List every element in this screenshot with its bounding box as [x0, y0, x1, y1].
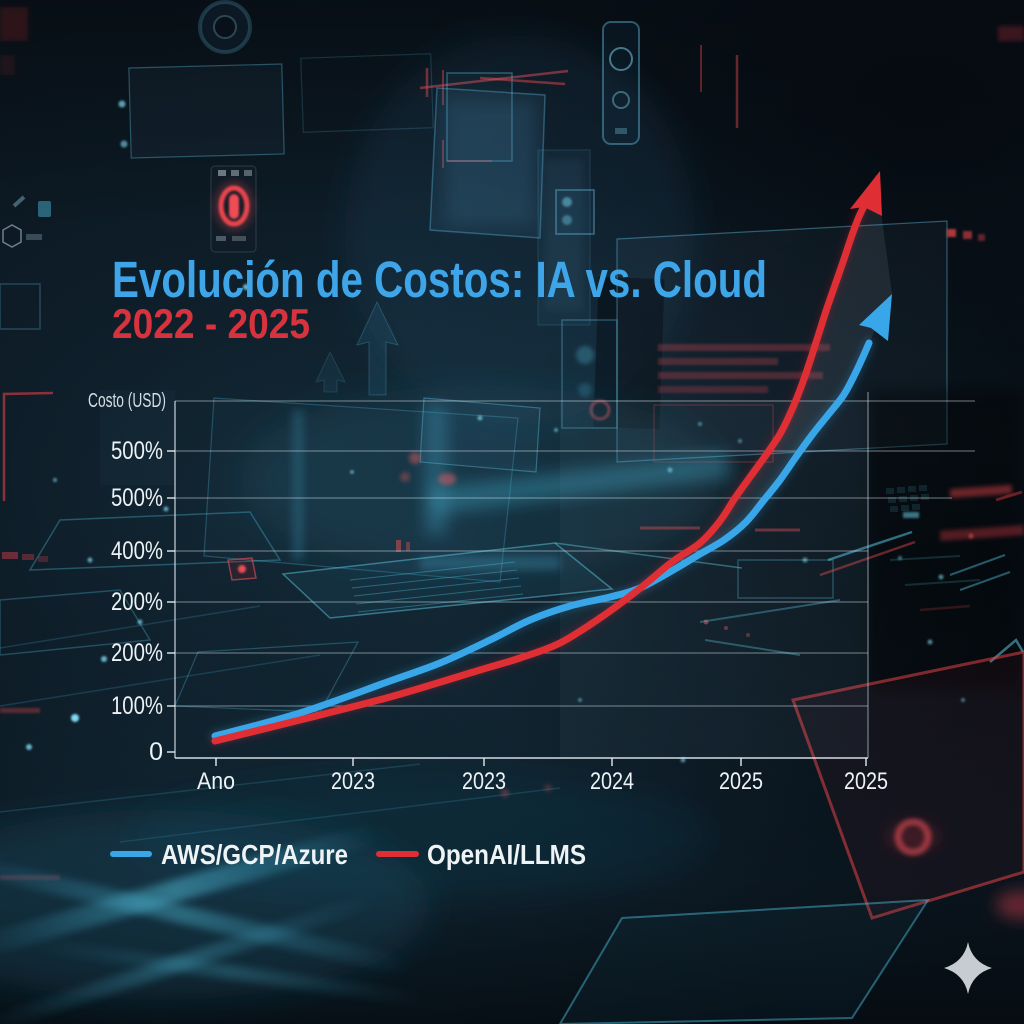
svg-text:200%: 200% [111, 588, 163, 616]
svg-text:400%: 400% [111, 537, 163, 565]
svg-text:Ano: Ano [197, 768, 235, 795]
svg-text:2025: 2025 [719, 768, 763, 795]
svg-text:0: 0 [149, 738, 163, 766]
svg-text:2023: 2023 [331, 768, 375, 795]
svg-text:2025: 2025 [844, 768, 888, 795]
svg-text:Evolución de Costos: IA vs. Cl: Evolución de Costos: IA vs. Cloud [112, 251, 767, 308]
svg-text:500%: 500% [111, 437, 163, 465]
svg-text:200%: 200% [111, 639, 163, 667]
svg-text:Costo (USD): Costo (USD) [88, 390, 166, 412]
svg-text:OpenAI/LLMS: OpenAI/LLMS [427, 839, 586, 870]
svg-text:100%: 100% [111, 692, 163, 720]
svg-text:2023: 2023 [462, 768, 506, 795]
svg-text:2022 - 2025: 2022 - 2025 [112, 300, 310, 347]
svg-text:2024: 2024 [590, 768, 634, 795]
svg-text:500%: 500% [111, 484, 163, 512]
svg-text:AWS/GCP/Azure: AWS/GCP/Azure [161, 839, 348, 870]
